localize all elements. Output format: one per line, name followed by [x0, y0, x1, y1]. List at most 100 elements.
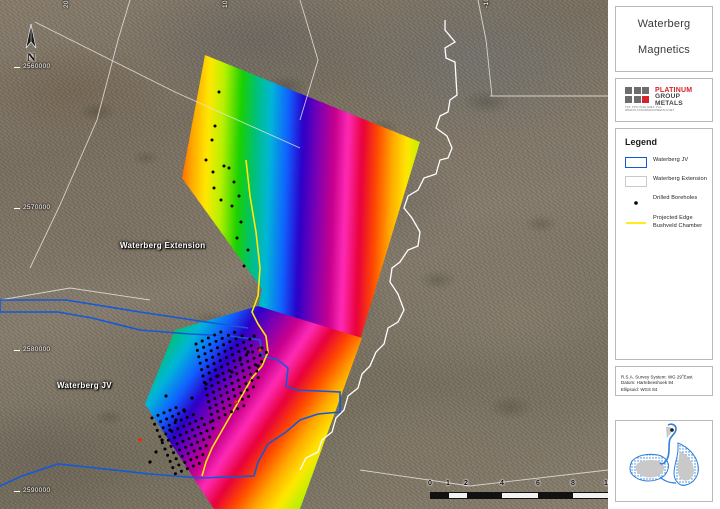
borehole-point [209, 349, 213, 353]
borehole-point [190, 428, 194, 432]
scale-tick-1: 1 [446, 480, 450, 487]
borehole-point [208, 420, 212, 424]
legend-title: Legend [625, 137, 658, 147]
borehole-point [166, 453, 170, 457]
borehole-point [171, 466, 175, 470]
borehole-point [197, 461, 201, 465]
borehole-point [240, 334, 244, 338]
legend-box: Legend Waterberg JV Waterberg Extension … [615, 128, 713, 360]
scale-tick-2: 2 [464, 480, 468, 487]
map-label-waterberg-jv: Waterberg JV [57, 381, 112, 390]
borehole-point [165, 417, 169, 421]
projected-edge-bushveld-chamber [201, 159, 269, 477]
borehole-point [203, 352, 207, 356]
borehole-point [222, 343, 226, 347]
legend-item-drilled-boreholes[interactable]: Drilled Boreholes [625, 193, 709, 209]
borehole-point [217, 352, 221, 356]
borehole-point [200, 339, 204, 343]
borehole-point [185, 415, 189, 419]
waterberg-jv-boundary-north-arm [0, 299, 249, 329]
scale-bar-segments [430, 492, 608, 499]
logo-fine-print: TSX: PTM NYSE AMEX: PLG WWW.PLATINUMGROU… [625, 106, 675, 113]
borehole-point [252, 356, 256, 360]
borehole-point [231, 353, 235, 357]
borehole-point [234, 337, 238, 341]
borehole-point [211, 390, 215, 394]
borehole-point [250, 379, 254, 383]
borehole-point [232, 359, 236, 363]
borehole-point [189, 458, 193, 462]
borehole-point [235, 372, 239, 376]
borehole-point [184, 430, 188, 434]
borehole-point [201, 453, 205, 457]
locator-inset-box[interactable] [615, 420, 713, 502]
borehole-point [177, 412, 181, 416]
page-subtitle: Magnetics [638, 44, 690, 56]
borehole-point [248, 337, 252, 341]
borehole-point [175, 442, 179, 446]
grid-label-easting-2: -10000 [483, 0, 490, 8]
borehole-point [222, 378, 226, 382]
borehole-point [220, 336, 224, 340]
borehole-point [219, 394, 223, 398]
legend-label-drilled-boreholes: Drilled Boreholes [653, 195, 698, 201]
borehole-point [224, 356, 228, 360]
borehole-point [246, 359, 250, 363]
grid-label-northing-3: 2590000 [23, 487, 51, 494]
map-canvas[interactable]: 2560000 2570000 2580000 2590000 20000 10… [0, 0, 608, 509]
borehole-point [185, 467, 189, 471]
borehole-point [174, 406, 178, 410]
borehole-point [184, 445, 188, 449]
borehole-point [231, 388, 235, 392]
legend-label-waterberg-jv: Waterberg JV [653, 157, 689, 163]
borehole-point [202, 423, 206, 427]
borehole-point [256, 376, 260, 380]
borehole-point [162, 411, 166, 415]
borehole-point [213, 397, 217, 401]
borehole-point [227, 368, 231, 372]
map-label-waterberg-extension: Waterberg Extension [120, 241, 206, 250]
borehole-point [209, 377, 213, 381]
borehole-point [208, 342, 212, 346]
borehole-point [264, 350, 268, 354]
borehole-point [217, 416, 221, 420]
srs-line-2: Datum: Hartebeeshoek 94 [621, 380, 674, 385]
scale-bar: 0 1 2 4 6 8 10 Kilometers [424, 480, 608, 506]
borehole-point [237, 350, 241, 354]
borehole-point [168, 459, 172, 463]
borehole-point [216, 409, 220, 413]
legend-item-projected-edge[interactable]: Projected Edge Bushveld Chamber [625, 213, 709, 235]
borehole-point [171, 414, 175, 418]
borehole-point [212, 362, 216, 366]
borehole-point [241, 369, 245, 373]
borehole-point [229, 375, 233, 379]
borehole-point [236, 378, 240, 382]
borehole-point [244, 382, 248, 386]
borehole-point [207, 371, 211, 375]
borehole-point [199, 431, 203, 435]
borehole-point [169, 444, 173, 448]
borehole-point [178, 448, 182, 452]
borehole-point [249, 372, 253, 376]
legend-item-waterberg-extension[interactable]: Waterberg Extension [625, 174, 709, 190]
srs-survey-system-suffix: East [683, 374, 693, 380]
logo-word-group: GROUP [655, 93, 681, 101]
borehole-point [226, 362, 230, 366]
borehole-point [191, 464, 195, 468]
borehole-point [233, 330, 237, 334]
borehole-point [226, 333, 230, 337]
borehole-point [180, 454, 184, 458]
north-arrow-label: N [27, 50, 36, 64]
borehole-point [186, 452, 190, 456]
borehole-point [204, 387, 208, 391]
spatial-reference-box: R.S.A. Survey System: WG 29oEast Datum: … [615, 366, 713, 396]
borehole-point [216, 381, 220, 385]
road-lines [0, 0, 608, 487]
borehole-point [242, 404, 246, 408]
legend-item-waterberg-jv[interactable]: Waterberg JV [625, 155, 709, 171]
borehole-point [164, 432, 168, 436]
borehole-point [224, 384, 228, 388]
borehole-point [245, 388, 249, 392]
scale-tick-6: 10 [604, 480, 608, 487]
